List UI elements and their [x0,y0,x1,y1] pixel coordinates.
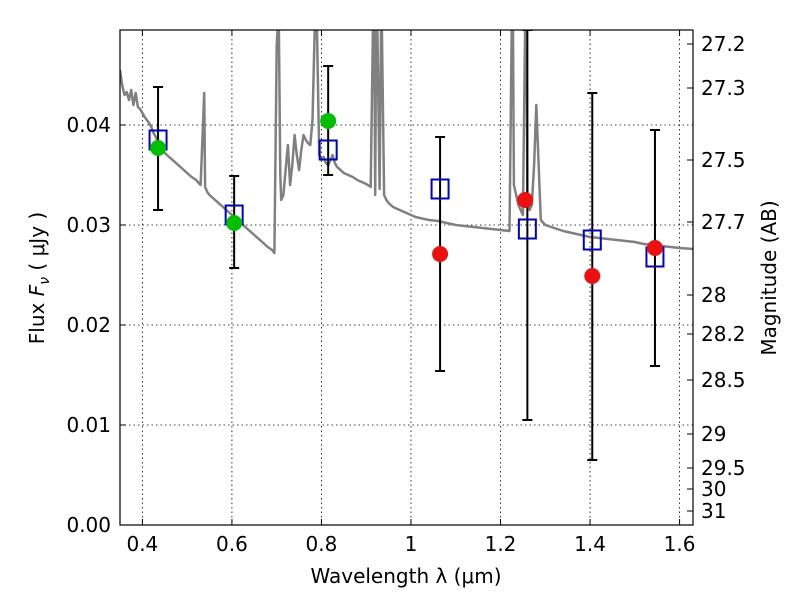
y-tick-label: 0.00 [66,513,111,537]
y-tick-label: 0.02 [66,313,111,337]
y-tick-label: 0.04 [66,113,111,137]
y-tick-label: 0.01 [66,413,111,437]
y-tick-label: 0.03 [66,213,111,237]
green-point [320,113,337,129]
red-point [584,268,601,284]
x-tick-label: 1.6 [664,532,696,556]
x-tick-label: 1.2 [485,532,517,556]
red-point [517,192,534,208]
right-tick-label: 30 [701,477,726,501]
right-tick-label: 31 [701,499,726,523]
right-tick-label: 29 [701,422,726,446]
right-tick-label: 27.5 [701,148,746,172]
green-point [150,140,167,156]
x-tick-label: 1.4 [574,532,606,556]
model-square [582,229,602,251]
x-tick-label: 0.6 [216,532,248,556]
model-square [318,139,338,161]
right-tick-label: 28.5 [701,368,746,392]
right-tick-label: 28 [701,283,726,307]
x-tick-label: 0.8 [306,532,338,556]
green-point [226,215,243,231]
right-tick-label: 28.2 [701,322,746,346]
right-axis-label: Magnitude (AB) [757,200,781,355]
x-tick-label: 0.4 [126,532,158,556]
tick-layer: 0.4 0.6 0.8 1 1.2 1.4 1.6 0.00 0.01 0.02 0.03 0.04 2… [66,30,746,556]
x-tick-label: 1 [405,532,418,556]
right-tick-label: 27.3 [701,76,746,100]
red-point [432,246,449,262]
x-axis-label: Wavelength λ (μm) [310,564,501,588]
right-tick-label: 27.7 [701,210,746,234]
model-square [517,218,537,240]
model-square [430,178,450,200]
plot-frame [119,29,694,526]
y-axis-label: Flux Fν ( μJy ) [25,212,53,344]
right-tick-label: 27.2 [701,32,746,56]
red-point [646,240,663,256]
marker-layer [148,113,665,284]
right-tick-label: 29.5 [701,456,746,480]
